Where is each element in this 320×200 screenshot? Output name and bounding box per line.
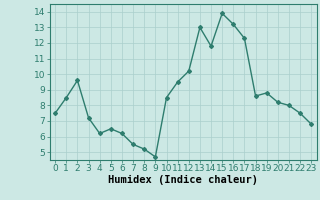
X-axis label: Humidex (Indice chaleur): Humidex (Indice chaleur) — [108, 175, 258, 185]
